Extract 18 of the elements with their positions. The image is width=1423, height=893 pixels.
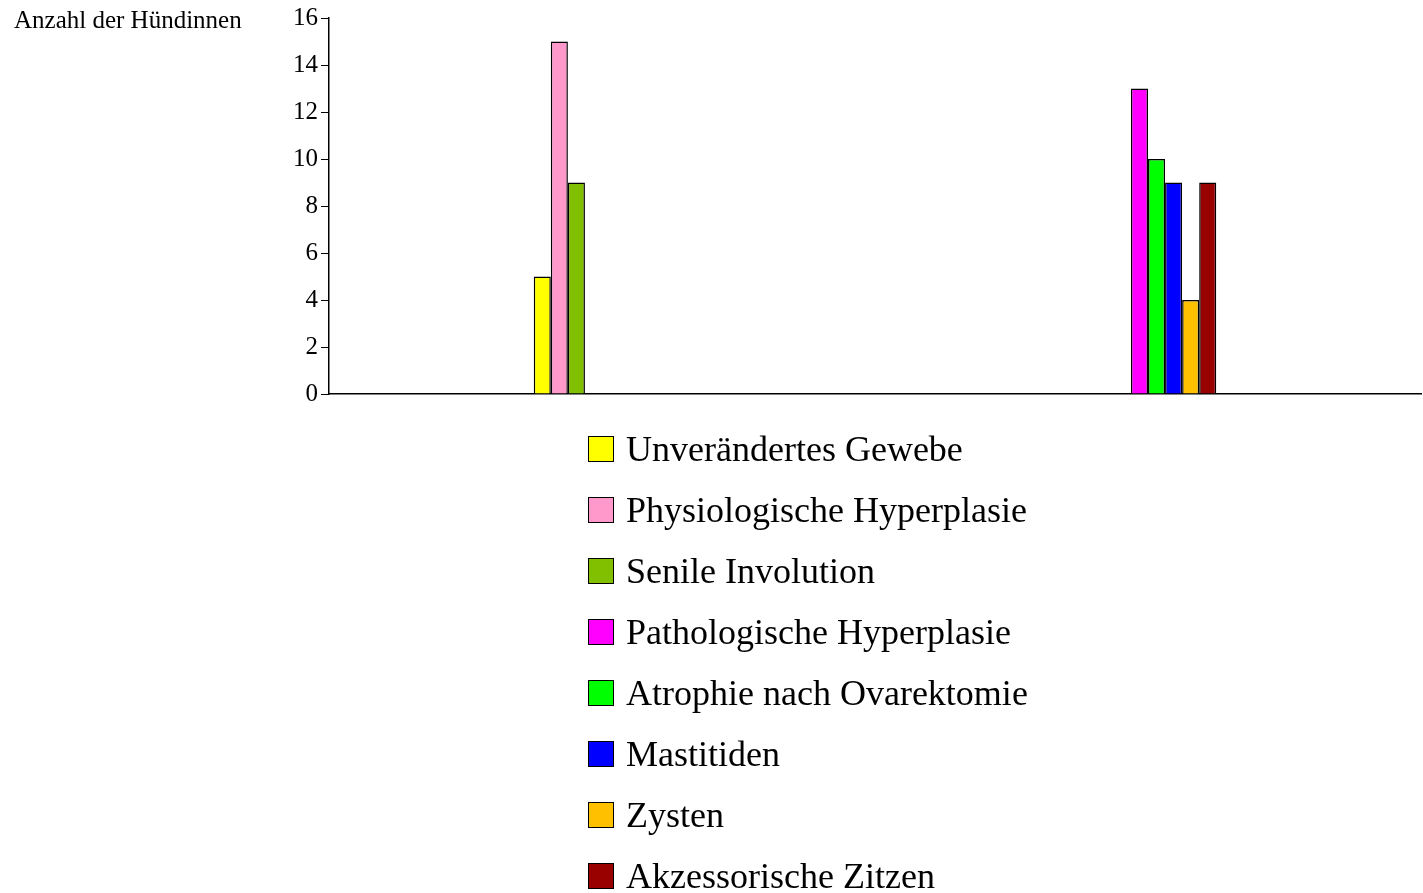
legend-label: Zysten [626,793,724,836]
y-tick-label: 2 [305,331,318,359]
y-tick-label: 0 [305,378,318,406]
legend-label: Atrophie nach Ovarektomie [626,671,1028,714]
y-tick-label: 12 [293,96,318,124]
legend-label: Unverändertes Gewebe [626,427,963,470]
y-tick-label: 14 [293,49,319,77]
legend-label: Pathologische Hyperplasie [626,610,1011,653]
legend-label: Senile Involution [626,549,875,592]
y-axis-title: Anzahl der Hündinnen [14,6,242,34]
y-tick-label: 4 [305,284,319,312]
y-tick-label: 6 [305,237,318,265]
legend-label: Mastitiden [626,732,780,775]
legend-label: Akzessorische Zitzen [626,854,935,893]
y-tick-label: 16 [293,2,318,30]
legend-label: Physiologische Hyperplasie [626,488,1027,531]
y-tick-label: 10 [293,143,318,171]
y-tick-label: 8 [305,190,318,218]
